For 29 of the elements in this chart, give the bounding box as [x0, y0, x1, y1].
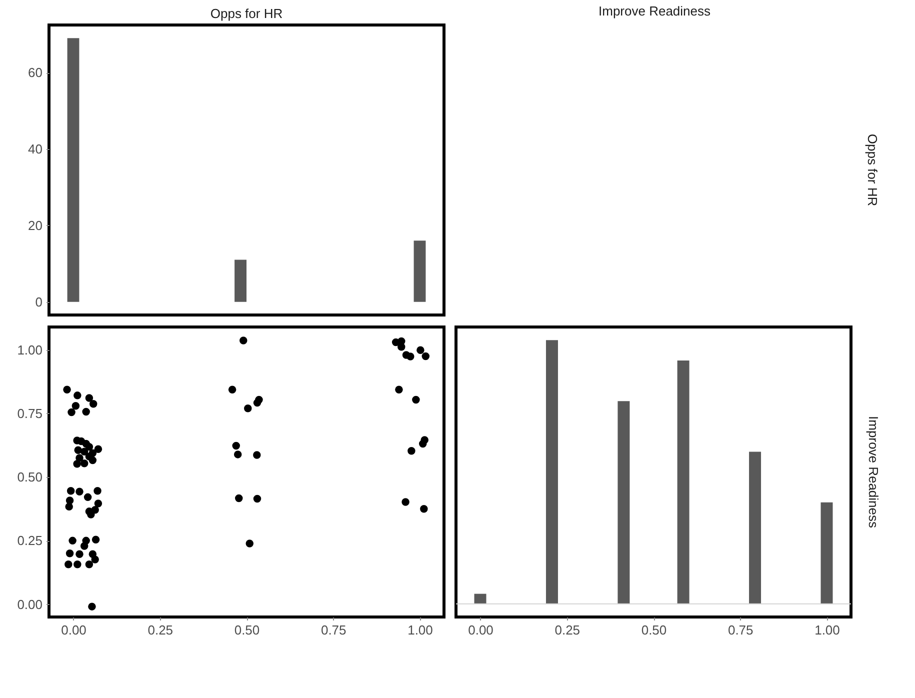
bar: [618, 401, 630, 604]
y-tick-label: 60: [28, 65, 42, 80]
x-tick-label: 1.00: [408, 622, 433, 638]
y2-axis-title: Opps for HR: [865, 134, 880, 206]
x-tick-label: 0.25: [148, 622, 174, 638]
x-tick-label: 1.00: [814, 622, 840, 638]
y-tick-label: 1.00: [17, 342, 42, 358]
x-tick-label: 0.50: [234, 622, 260, 638]
x-tick-label: 0.75: [728, 622, 754, 638]
y2-axis-title: Improve Readiness: [866, 416, 881, 528]
y-tick-label: 0.25: [17, 533, 42, 548]
y-tick-label: 0.00: [17, 596, 42, 612]
y-tick-label: 20: [28, 218, 42, 233]
x-tick-label: 0.00: [61, 622, 86, 638]
x-tick-label: 0.00: [468, 622, 494, 638]
y-tick-label: 40: [28, 141, 42, 156]
chart-title: Improve Readiness: [598, 3, 711, 18]
bar: [474, 594, 486, 604]
x-tick-label: 0.50: [641, 622, 667, 638]
bar: [749, 452, 762, 604]
x-tick-label: 0.25: [554, 622, 580, 638]
chart-title: Opps for HR: [210, 6, 283, 21]
x-tick-label: 0.75: [320, 622, 346, 638]
y-tick-label: 0.50: [17, 470, 42, 485]
y-tick-label: 0: [35, 294, 42, 310]
bar: [546, 340, 558, 604]
y-tick-label: 0.75: [17, 406, 42, 421]
bar: [677, 360, 690, 604]
bar: [820, 502, 833, 604]
